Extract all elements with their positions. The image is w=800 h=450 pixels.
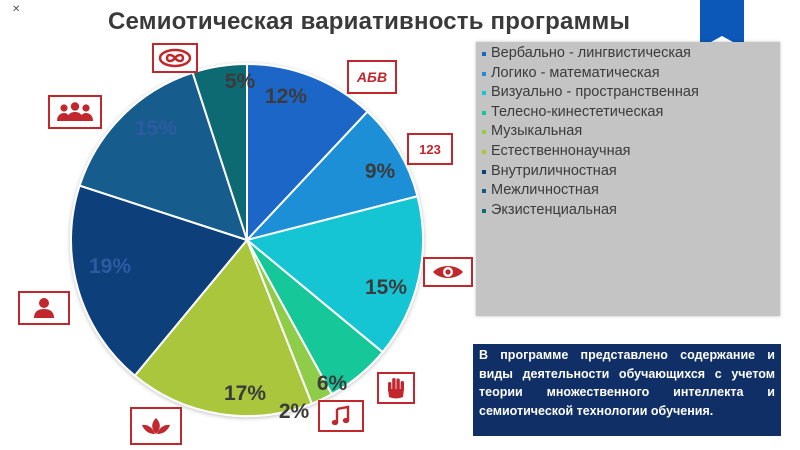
pie-value-label: 15% <box>365 276 407 299</box>
pie-slice <box>133 238 314 417</box>
person-icon <box>18 291 70 325</box>
pie-value-label: 2% <box>279 400 310 423</box>
legend-bullet-icon <box>482 91 486 96</box>
corner-bookmark <box>700 0 744 48</box>
legend-bullet-icon <box>482 189 486 194</box>
pie-slice <box>244 195 424 354</box>
legend-bullet-icon <box>482 110 486 115</box>
legend-label: Внутриличностная <box>491 162 617 179</box>
pie-slice <box>243 110 419 242</box>
legend-item: Межличностная <box>482 181 699 201</box>
pie-value-label: 12% <box>265 85 307 108</box>
page-title: Семиотическая вариативность программы <box>108 8 631 35</box>
legend-label: Логико - математическая <box>491 64 660 81</box>
legend-bullet-icon <box>482 208 486 213</box>
corner-mark: ✕ <box>12 4 21 15</box>
legend-bullet-icon <box>482 130 486 135</box>
pie-value-label: 6% <box>317 372 348 395</box>
letters-icon: АБВ <box>347 60 397 94</box>
pie-chart: 12% 9% 15% 6% 2% 17% 19% 15% 5% <box>70 62 424 423</box>
legend-item: Музыкальная <box>482 122 699 142</box>
legend-label: Межличностная <box>491 182 599 199</box>
info-box: В программе представлено содержание и ви… <box>473 344 781 436</box>
music-note-icon <box>318 400 364 432</box>
pie-value-label: 17% <box>224 382 266 405</box>
legend-item: Телесно-кинестетическая <box>482 103 699 123</box>
numbers-icon: 123 <box>407 133 453 165</box>
legend: Вербально - лингвистическая Логико - мат… <box>482 44 699 220</box>
legend-item: Логико - математическая <box>482 64 699 84</box>
eye-icon <box>423 257 473 287</box>
pie-slice <box>246 62 369 243</box>
legend-label: Музыкальная <box>491 123 583 140</box>
pie-slice <box>78 71 249 242</box>
pie-value-label: 9% <box>365 160 396 183</box>
pie-value-label: 15% <box>135 117 177 140</box>
legend-item: Внутриличностная <box>482 162 699 182</box>
legend-item: Вербально - лингвистическая <box>482 44 699 64</box>
legend-item: Экзистенциальная <box>482 201 699 221</box>
legend-item: Естественнонаучная <box>482 142 699 162</box>
legend-bullet-icon <box>482 149 486 154</box>
legend-bullet-icon <box>482 71 486 76</box>
legend-label: Естественнонаучная <box>491 142 631 159</box>
hand-icon <box>377 372 415 404</box>
legend-panel: Вербально - лингвистическая Логико - мат… <box>476 42 780 316</box>
pie-value-label: 19% <box>89 255 131 278</box>
plant-icon <box>130 407 182 445</box>
pie-slice <box>70 184 249 378</box>
legend-bullet-icon <box>482 52 486 56</box>
legend-label: Экзистенциальная <box>491 201 617 218</box>
legend-item: Визуально - пространственная <box>482 83 699 103</box>
legend-label: Визуально - пространственная <box>491 84 699 101</box>
infinity-icon <box>152 43 198 73</box>
legend-label: Вербально - лингвистическая <box>491 45 691 61</box>
group-icon <box>48 95 102 129</box>
legend-label: Телесно-кинестетическая <box>491 103 664 120</box>
legend-bullet-icon <box>482 169 486 174</box>
pie-value-label: 5% <box>225 70 256 93</box>
